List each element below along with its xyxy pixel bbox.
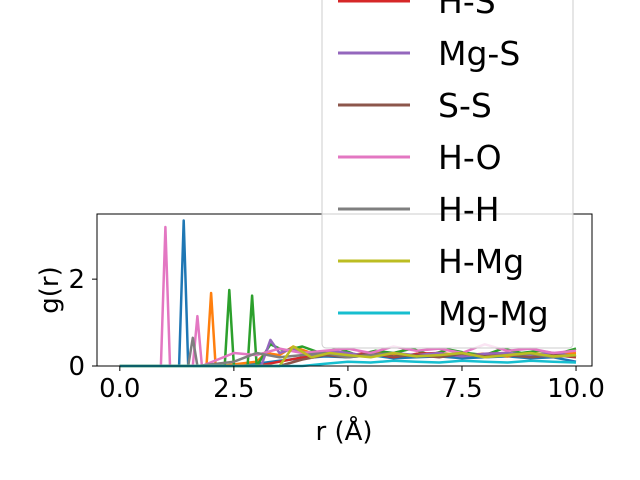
legend: H-S Mg-S S-S H-O H-H H-Mg Mg-Mg bbox=[321, 0, 574, 349]
x-tick-label: 0.0 bbox=[99, 374, 140, 404]
series-line-h-mg bbox=[119, 345, 577, 368]
y-axis: 02 bbox=[68, 265, 97, 382]
y-tick-label: 2 bbox=[68, 265, 85, 295]
legend-items: H-S Mg-S S-S H-O H-H H-Mg Mg-Mg bbox=[338, 0, 549, 333]
series-line-s-s bbox=[119, 351, 577, 368]
x-tick-label: 10.0 bbox=[547, 374, 605, 404]
y-tick-label: 0 bbox=[68, 352, 85, 382]
x-tick-label: 2.5 bbox=[213, 374, 254, 404]
x-tick-label: 7.5 bbox=[441, 374, 482, 404]
x-axis: 0.0 2.5 5.0 7.5 10.0 bbox=[99, 366, 605, 404]
legend-label-h-s: H-S bbox=[438, 0, 496, 21]
legend-label-h-o: H-O bbox=[438, 138, 502, 177]
x-tick-label: 5.0 bbox=[327, 374, 368, 404]
y-axis-label: g(r) bbox=[35, 266, 65, 313]
legend-label-h-mg: H-Mg bbox=[438, 242, 524, 281]
legend-label-mg-s: Mg-S bbox=[438, 34, 520, 73]
legend-label-h-h: H-H bbox=[438, 190, 500, 229]
legend-label-mg-mg: Mg-Mg bbox=[438, 294, 549, 333]
legend-label-s-s: S-S bbox=[438, 86, 492, 125]
series-line-mg-mg bbox=[119, 359, 577, 368]
x-axis-label: r (Å) bbox=[315, 415, 372, 447]
